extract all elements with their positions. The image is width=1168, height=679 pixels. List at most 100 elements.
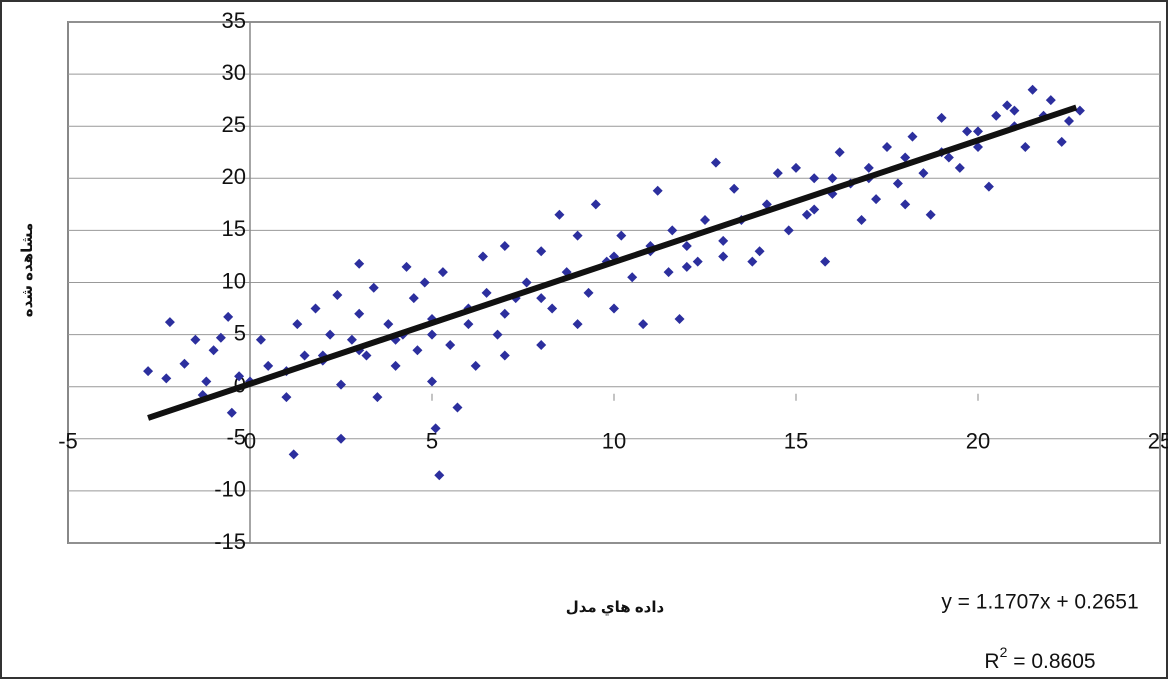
point xyxy=(427,376,437,387)
x-tick-label: 15 xyxy=(784,429,808,454)
point xyxy=(226,407,237,418)
point xyxy=(215,332,226,343)
point xyxy=(299,350,310,361)
point xyxy=(419,277,430,288)
point xyxy=(973,126,983,137)
point xyxy=(1045,95,1056,106)
point xyxy=(201,376,212,387)
point xyxy=(667,225,678,236)
point xyxy=(437,267,448,278)
point xyxy=(292,319,303,330)
point xyxy=(263,360,274,371)
r2-sup: 2 xyxy=(1000,644,1008,660)
x-axis-title: داده هاي مدل xyxy=(566,599,665,617)
point xyxy=(521,277,532,288)
point xyxy=(361,350,372,361)
y-tick-label: 15 xyxy=(222,216,246,241)
point xyxy=(179,358,190,369)
point xyxy=(572,230,583,241)
point xyxy=(700,214,710,225)
point xyxy=(863,162,874,173)
point xyxy=(1020,142,1031,153)
point xyxy=(434,470,445,481)
point xyxy=(223,311,234,322)
point xyxy=(368,282,379,293)
point xyxy=(801,209,812,220)
point xyxy=(962,126,973,137)
point xyxy=(761,199,772,210)
point xyxy=(652,185,663,196)
y-tick-label: 10 xyxy=(222,268,246,293)
point xyxy=(1056,136,1067,147)
point xyxy=(470,360,481,371)
point xyxy=(809,173,820,184)
r-squared: R2 = 0.8605 xyxy=(984,644,1095,673)
point xyxy=(383,319,394,330)
point xyxy=(609,303,619,314)
point xyxy=(809,204,820,215)
point xyxy=(463,319,474,330)
point xyxy=(412,345,423,356)
point xyxy=(452,402,463,413)
point xyxy=(430,423,441,434)
point xyxy=(288,449,299,460)
point xyxy=(983,181,994,192)
x-tick-label: 10 xyxy=(602,429,626,454)
point xyxy=(477,251,488,262)
point xyxy=(255,334,266,345)
point xyxy=(674,313,685,324)
point xyxy=(354,308,365,319)
point xyxy=(892,178,903,189)
point xyxy=(354,258,365,269)
point xyxy=(663,267,674,278)
point xyxy=(627,272,638,283)
point xyxy=(973,142,983,153)
point xyxy=(900,199,911,210)
point xyxy=(536,246,547,257)
y-tick-label: 30 xyxy=(222,60,246,85)
point xyxy=(718,251,729,262)
point xyxy=(918,168,929,179)
point xyxy=(164,317,175,328)
point xyxy=(208,345,219,356)
point xyxy=(1074,105,1085,116)
point xyxy=(1009,105,1020,116)
point xyxy=(554,209,565,220)
point xyxy=(710,157,721,168)
point xyxy=(681,261,692,272)
point xyxy=(390,360,401,371)
point xyxy=(143,366,154,377)
point xyxy=(718,235,729,246)
point xyxy=(445,340,456,351)
x-tick-label: 0 xyxy=(244,429,256,454)
point xyxy=(754,246,765,257)
point xyxy=(791,162,801,173)
point xyxy=(936,112,947,123)
point xyxy=(729,183,740,194)
y-tick-label: -15 xyxy=(214,529,246,554)
y-tick-label: 20 xyxy=(222,164,246,189)
point xyxy=(820,256,831,267)
y-tick-label: -10 xyxy=(214,477,246,502)
point xyxy=(408,293,419,304)
point xyxy=(332,290,343,301)
point xyxy=(991,110,1002,121)
point xyxy=(827,173,838,184)
point xyxy=(583,287,594,298)
point xyxy=(882,142,892,153)
x-tick-label: 5 xyxy=(426,429,438,454)
point xyxy=(638,319,649,330)
point xyxy=(346,334,357,345)
point xyxy=(943,152,954,163)
point xyxy=(499,350,510,361)
point xyxy=(161,373,172,384)
point xyxy=(1064,115,1074,126)
point xyxy=(536,340,547,351)
point xyxy=(1002,100,1013,111)
point xyxy=(783,225,794,236)
point xyxy=(190,334,201,345)
point xyxy=(234,371,245,382)
point xyxy=(772,168,783,179)
x-tick-label: 25 xyxy=(1148,429,1168,454)
